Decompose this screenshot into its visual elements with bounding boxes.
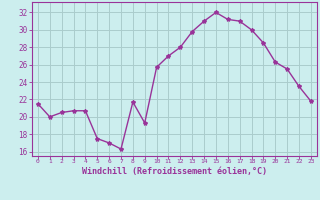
X-axis label: Windchill (Refroidissement éolien,°C): Windchill (Refroidissement éolien,°C) [82, 167, 267, 176]
